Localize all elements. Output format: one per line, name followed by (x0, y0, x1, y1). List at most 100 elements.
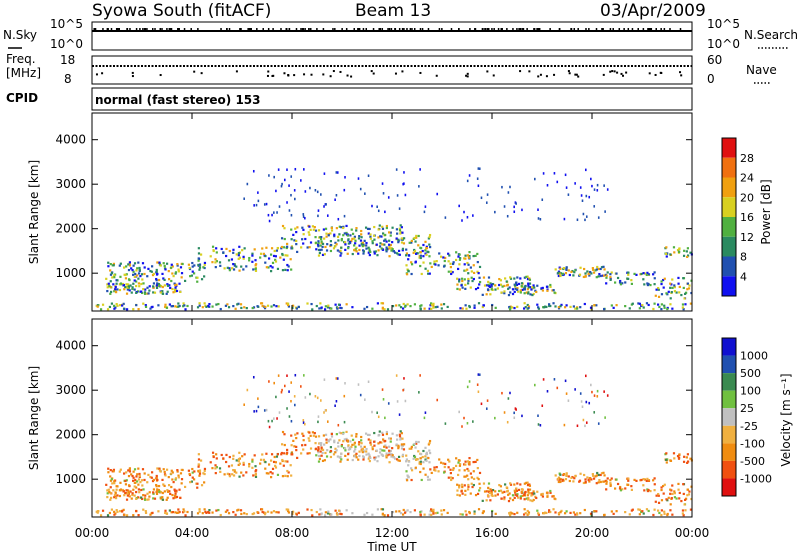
velocity-cell (363, 513, 366, 516)
velocity-cell (438, 458, 441, 461)
power-cell (536, 303, 539, 306)
velocity-cell (503, 411, 506, 414)
velocity-cell (232, 468, 235, 472)
velocity-cell (333, 441, 336, 444)
power-cell (355, 227, 358, 230)
velocity-cell (422, 467, 425, 470)
power-cell (461, 219, 463, 222)
velocity-cell (474, 460, 477, 463)
velocity-cell (268, 380, 270, 383)
power-cell (286, 168, 288, 171)
velocity-cell (323, 378, 326, 381)
velocity-cell (444, 462, 447, 466)
velocity-cell (339, 460, 342, 463)
velocity-cell (320, 512, 323, 515)
velocity-cell (380, 453, 383, 456)
velocity-colorbar-label: Velocity [m s⁻¹] (779, 373, 793, 466)
power-cell (242, 268, 245, 271)
power-cell (179, 266, 183, 269)
velocity-cell (559, 478, 563, 481)
velocity-cell (447, 458, 450, 461)
power-cell (317, 214, 319, 218)
power-cell (507, 287, 510, 290)
velocity-cell (124, 479, 127, 483)
power-cell (263, 203, 266, 206)
velocity-cell (526, 494, 529, 497)
velocity-cell (649, 489, 652, 493)
power-cell (466, 268, 469, 271)
nave-point (322, 73, 325, 76)
power-cell (580, 194, 583, 197)
power-cell (682, 277, 685, 280)
velocity-cell (373, 431, 376, 435)
power-cell (471, 279, 474, 283)
power-cell (553, 291, 556, 294)
power-cell (545, 285, 549, 288)
velocity-cell (391, 510, 395, 514)
power-cell (447, 260, 450, 263)
velocity-cell (110, 496, 113, 500)
power-cell (177, 268, 180, 271)
velocity-cell (419, 470, 422, 474)
power-cell (304, 190, 307, 193)
power-cell (388, 243, 391, 246)
velocity-cell (196, 482, 199, 485)
velocity-cell (148, 495, 151, 498)
velocity-cell (367, 452, 370, 455)
power-cell (314, 229, 318, 232)
power-cell (144, 305, 148, 309)
velocity-cell (255, 409, 258, 413)
velocity-cell (509, 391, 511, 395)
velocity-cell (137, 478, 141, 481)
power-cell (506, 283, 509, 286)
velocity-cell (290, 381, 293, 384)
power-cell (565, 186, 568, 189)
power-cell (157, 282, 160, 286)
power-cell (248, 259, 251, 262)
power-cell (684, 292, 687, 295)
power-cell (146, 292, 149, 295)
velocity-cell (114, 495, 117, 498)
velocity-cell (588, 401, 591, 405)
power-cell (458, 253, 461, 256)
power-cell (523, 287, 526, 290)
power-cell (215, 303, 218, 306)
power-cell (371, 242, 374, 245)
velocity-cell (323, 514, 327, 517)
power-cell (373, 250, 376, 253)
velocity-cell (371, 448, 374, 451)
velocity-cell (432, 512, 435, 515)
power-cell (226, 303, 229, 306)
velocity-cell (203, 481, 206, 484)
power-cell (369, 237, 372, 240)
velocity-cell (354, 445, 357, 448)
velocity-cell (125, 471, 128, 474)
velocity-cell (257, 397, 259, 400)
velocity-cell (546, 494, 549, 497)
power-cell (671, 278, 674, 281)
power-cell (647, 303, 650, 307)
power-cell (526, 277, 530, 281)
power-cell (263, 307, 267, 310)
velocity-cell (159, 490, 163, 494)
velocity-cell (606, 394, 609, 397)
y-tick-label: 2000 (55, 428, 86, 442)
velocity-cell (290, 399, 292, 403)
velocity-cell (351, 438, 355, 441)
velocity-cell (549, 491, 552, 494)
power-cell (430, 307, 433, 310)
velocity-cell (122, 508, 125, 511)
velocity-cell (219, 470, 222, 473)
power-cell (594, 269, 597, 272)
velocity-cell (116, 485, 119, 488)
power-cell (219, 307, 222, 311)
velocity-cell (276, 473, 280, 476)
nsky-point (450, 28, 453, 31)
power-cell (420, 304, 423, 307)
power-cell (579, 186, 582, 189)
power-cell (391, 248, 394, 251)
power-cell (373, 225, 376, 229)
velocity-cell (319, 450, 322, 453)
power-cell (351, 232, 355, 235)
velocity-cell (520, 488, 524, 491)
